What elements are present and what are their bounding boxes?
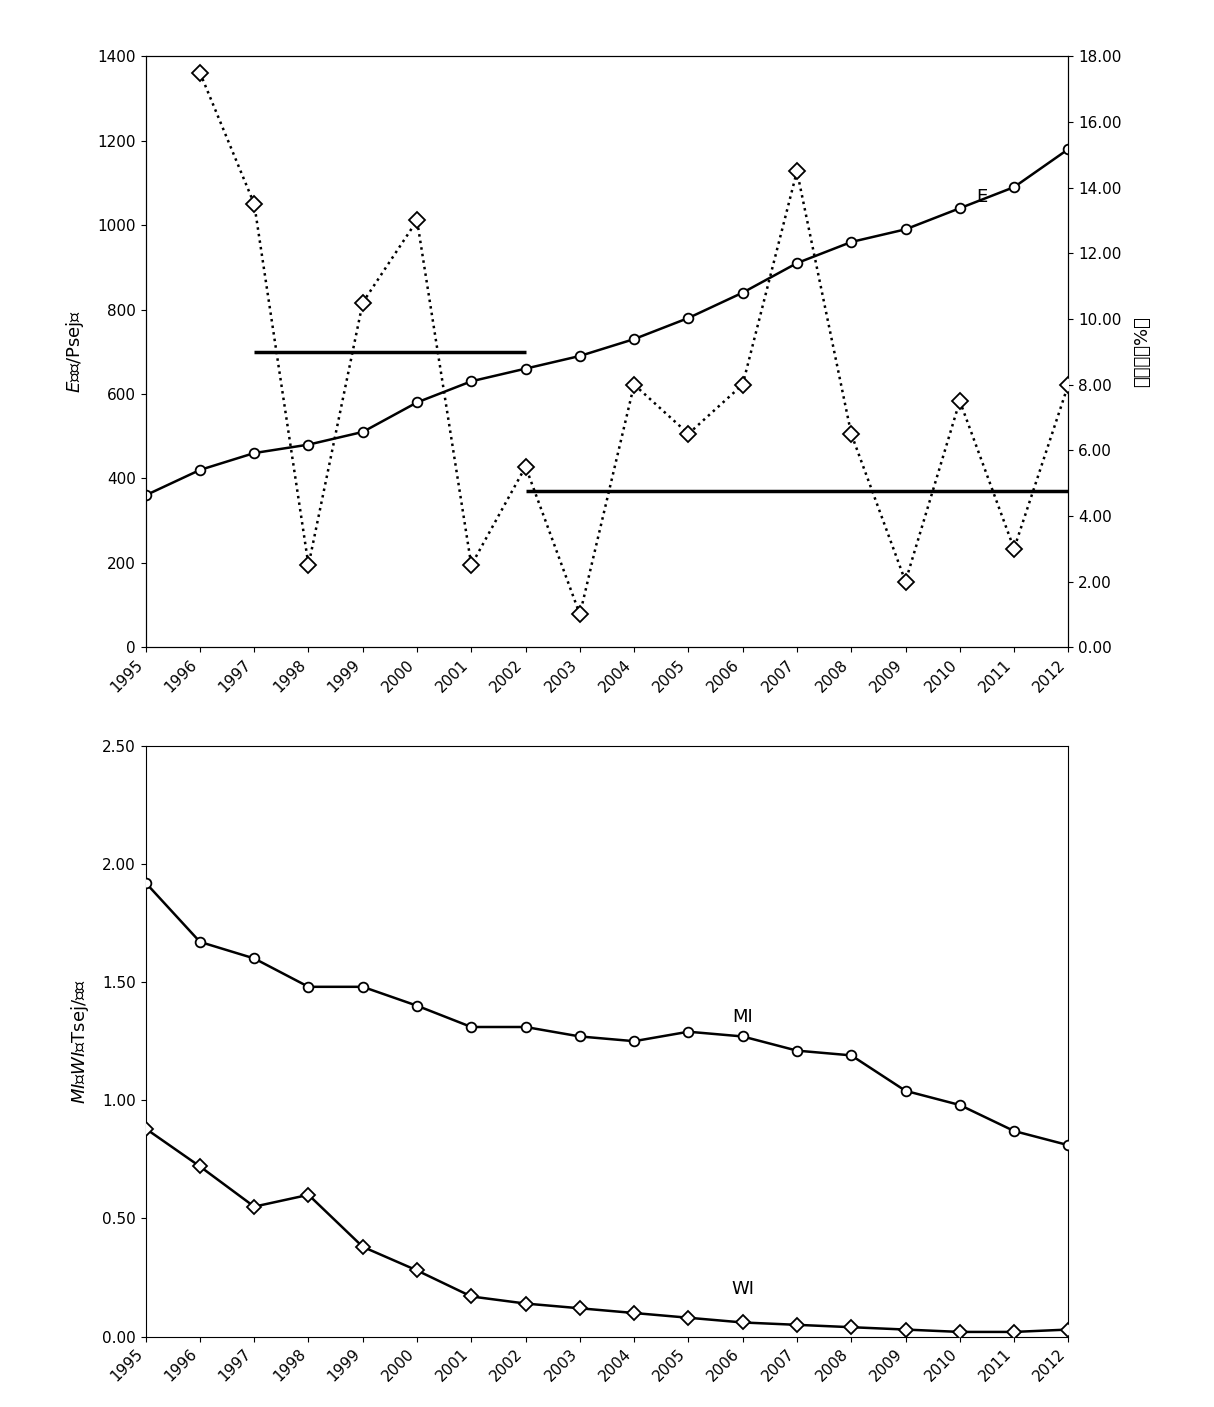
Text: WI: WI <box>732 1280 755 1299</box>
Text: MI: MI <box>732 1009 753 1026</box>
Y-axis label: $MI$，$WI$（Tsej/元）: $MI$，$WI$（Tsej/元） <box>69 979 91 1103</box>
Y-axis label: 增长率（%）: 增长率（%） <box>1133 317 1151 387</box>
Text: E: E <box>976 189 987 205</box>
Y-axis label: $E$（元/Psej）: $E$（元/Psej） <box>64 310 86 394</box>
